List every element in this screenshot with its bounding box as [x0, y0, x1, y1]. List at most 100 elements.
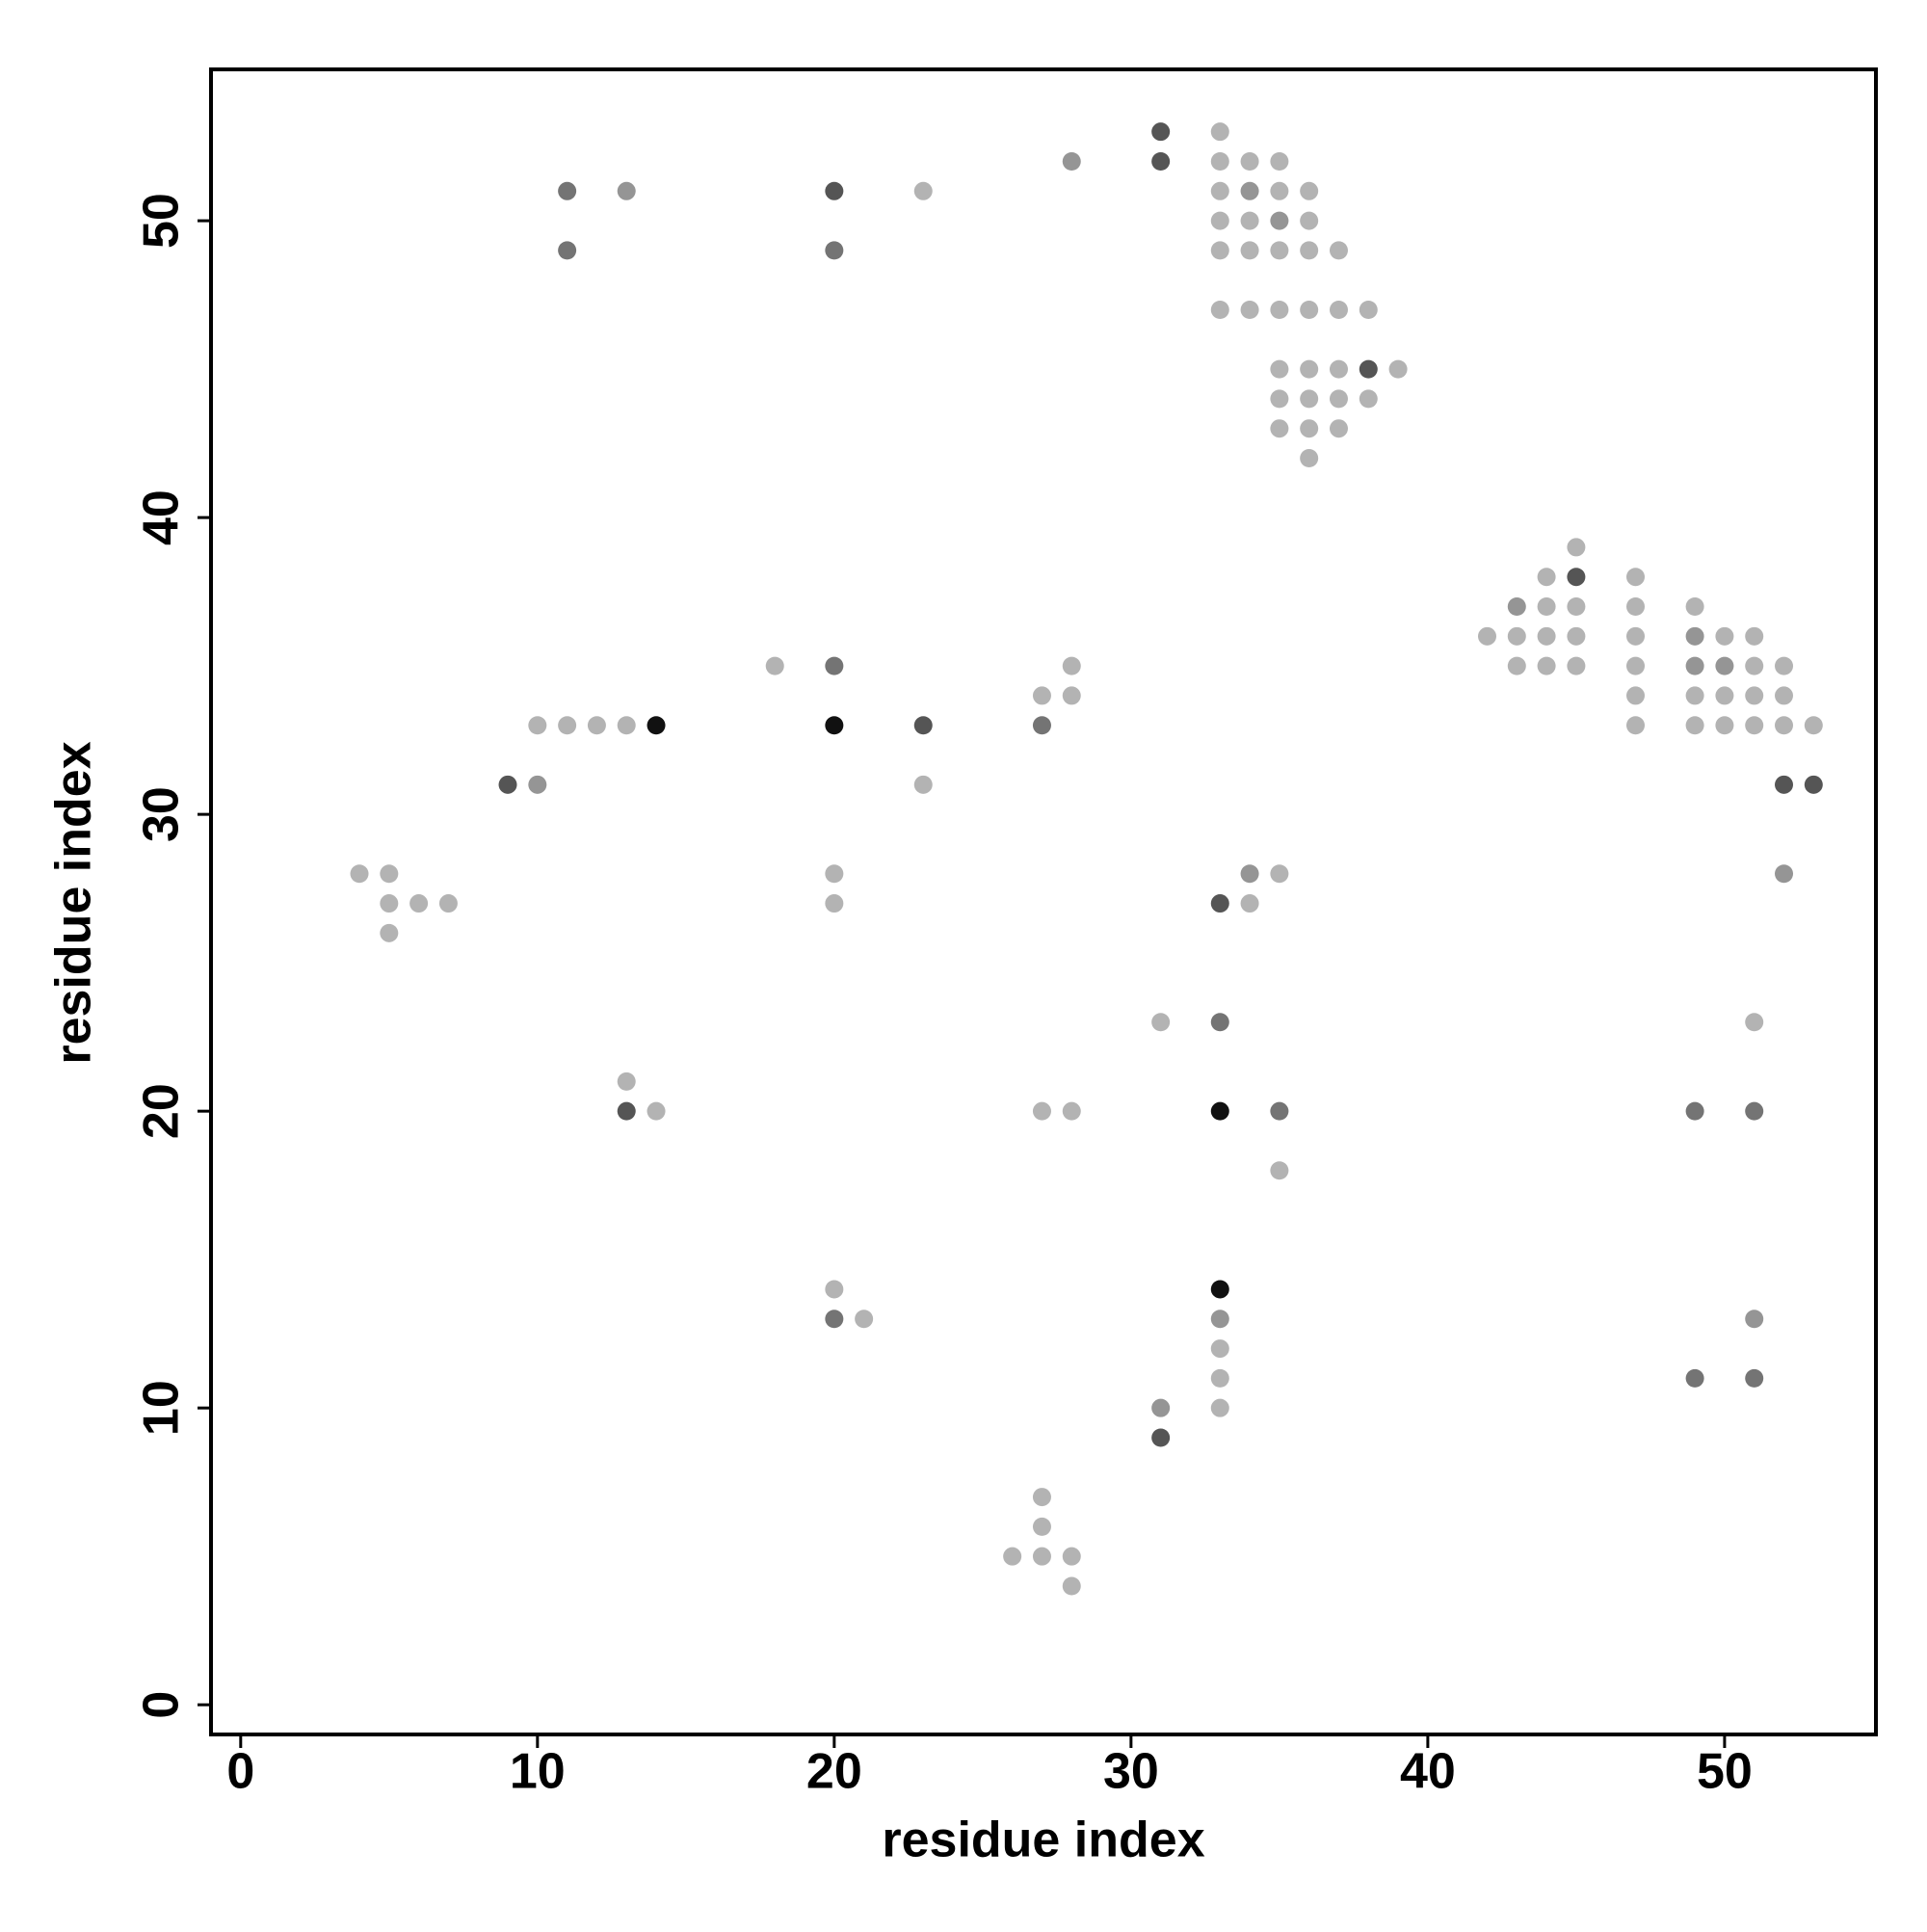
point: [825, 656, 844, 675]
point: [1388, 359, 1408, 379]
y-axis-label: residue index: [46, 741, 102, 1064]
point: [1745, 656, 1764, 675]
point: [1567, 597, 1586, 617]
point: [617, 1072, 636, 1091]
point: [1626, 626, 1646, 646]
point: [1062, 686, 1081, 705]
point: [647, 716, 666, 735]
point: [1062, 151, 1081, 171]
y-tick-label: 0: [134, 1691, 190, 1719]
point: [1567, 626, 1586, 646]
point: [1300, 449, 1319, 468]
point: [1210, 1339, 1229, 1359]
point: [1685, 1101, 1704, 1121]
point: [855, 1310, 874, 1329]
point: [1745, 686, 1764, 705]
point: [1537, 597, 1556, 617]
point: [1032, 686, 1051, 705]
point: [380, 864, 399, 884]
point: [1300, 241, 1319, 260]
point: [1329, 241, 1348, 260]
point: [1270, 1161, 1289, 1180]
point: [1329, 419, 1348, 438]
point: [825, 181, 844, 200]
point: [1270, 359, 1289, 379]
point: [1210, 1101, 1229, 1121]
point: [1537, 656, 1556, 675]
y-tick-label: 20: [134, 1083, 190, 1139]
point: [498, 775, 517, 794]
point: [1210, 1398, 1229, 1417]
point: [1567, 656, 1586, 675]
point: [1210, 894, 1229, 913]
point: [1537, 626, 1556, 646]
point: [617, 716, 636, 735]
point: [1270, 1101, 1289, 1121]
point: [1270, 151, 1289, 171]
point: [1300, 300, 1319, 319]
point: [528, 716, 547, 735]
point: [558, 241, 577, 260]
point: [1210, 211, 1229, 230]
y-tick-label: 30: [134, 786, 190, 842]
point: [825, 241, 844, 260]
point: [1685, 656, 1704, 675]
point: [558, 181, 577, 200]
point: [1240, 894, 1259, 913]
point: [1804, 775, 1823, 794]
point: [825, 894, 844, 913]
plot-frame: [209, 67, 1878, 1736]
point: [1775, 686, 1794, 705]
point: [1567, 538, 1586, 557]
x-tick-label: 40: [1400, 1744, 1456, 1800]
y-tick-label: 40: [134, 490, 190, 545]
point: [1210, 181, 1229, 200]
point: [1151, 122, 1171, 142]
point: [1300, 181, 1319, 200]
point: [1329, 300, 1348, 319]
point: [1240, 151, 1259, 171]
point: [1359, 300, 1378, 319]
point: [1032, 1488, 1051, 1507]
point: [528, 775, 547, 794]
point: [1270, 181, 1289, 200]
point: [1745, 1101, 1764, 1121]
point: [1240, 211, 1259, 230]
point: [1804, 716, 1823, 735]
point: [1685, 686, 1704, 705]
point: [1210, 300, 1229, 319]
point: [1210, 1368, 1229, 1388]
x-tick-label: 50: [1697, 1744, 1753, 1800]
point: [1270, 241, 1289, 260]
x-tick-label: 20: [806, 1744, 862, 1800]
point: [1032, 1547, 1051, 1566]
point: [647, 1101, 666, 1121]
point: [1537, 568, 1556, 587]
point: [1210, 151, 1229, 171]
point: [1210, 122, 1229, 142]
x-tick-label: 30: [1103, 1744, 1159, 1800]
point: [438, 894, 458, 913]
point: [825, 864, 844, 884]
point: [1359, 389, 1378, 409]
point: [1626, 716, 1646, 735]
point: [380, 923, 399, 942]
x-tick-label: 0: [226, 1744, 254, 1800]
point: [409, 894, 429, 913]
point: [1062, 1547, 1081, 1566]
point: [1062, 1576, 1081, 1596]
point: [1032, 1517, 1051, 1536]
point: [1477, 626, 1496, 646]
point: [1300, 359, 1319, 379]
point: [587, 716, 606, 735]
point: [617, 1101, 636, 1121]
point: [1032, 1101, 1051, 1121]
point: [1685, 716, 1704, 735]
point: [1775, 864, 1794, 884]
point: [1270, 864, 1289, 884]
y-tick-label: 10: [134, 1380, 190, 1436]
point: [1240, 300, 1259, 319]
point: [1715, 626, 1734, 646]
point: [558, 716, 577, 735]
